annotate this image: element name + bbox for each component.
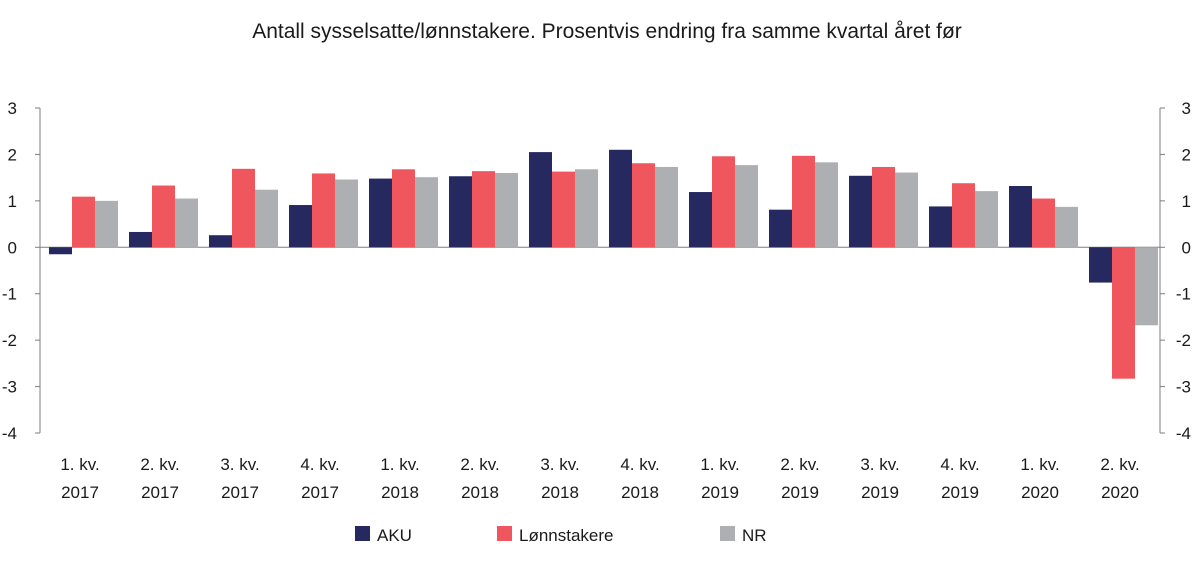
bar-l-nnstakere-9 (712, 156, 735, 248)
x-tick-label-year: 2017 (141, 483, 179, 502)
bar-aku-11 (849, 175, 872, 248)
legend-label-l-nnstakere: Lønnstakere (519, 526, 614, 545)
legend-swatch-l-nnstakere (497, 526, 512, 541)
x-tick-label-year: 2018 (541, 483, 579, 502)
bar-nr-6 (495, 173, 518, 248)
legend-swatch-nr (720, 526, 735, 541)
legend-label-aku: AKU (377, 526, 412, 545)
legend: AKU Lønnstakere NR (355, 526, 767, 545)
x-tick-label-quarter: 3. kv. (540, 455, 579, 474)
y-tick-label-right: 0 (1182, 238, 1191, 257)
bar-l-nnstakere-7 (552, 171, 575, 248)
bar-l-nnstakere-13 (1032, 198, 1055, 248)
x-tick-label-year: 2019 (701, 483, 739, 502)
y-tick-label-right: -3 (1176, 378, 1191, 397)
bar-nr-14 (1135, 247, 1158, 326)
bar-nr-12 (975, 191, 998, 248)
bar-l-nnstakere-10 (792, 155, 815, 248)
bar-nr-10 (815, 162, 838, 248)
legend-label-nr: NR (742, 526, 767, 545)
bar-aku-13 (1009, 186, 1032, 248)
x-tick-label-quarter: 3. kv. (860, 455, 899, 474)
x-tick-label-quarter: 2. kv. (460, 455, 499, 474)
y-tick-label-left: 1 (8, 192, 17, 211)
bar-aku-10 (769, 209, 792, 248)
bar-nr-5 (415, 177, 438, 248)
bar-l-nnstakere-11 (872, 166, 895, 248)
bar-l-nnstakere-8 (632, 163, 655, 248)
x-tick-label-year: 2019 (941, 483, 979, 502)
legend-swatch-aku (355, 526, 370, 541)
x-tick-label-quarter: 4. kv. (620, 455, 659, 474)
x-tick-label-year: 2019 (861, 483, 899, 502)
y-tick-label-right: -1 (1176, 285, 1191, 304)
bar-nr-11 (895, 172, 918, 248)
bar-nr-4 (335, 179, 358, 248)
bar-aku-3 (209, 235, 232, 248)
bar-aku-1 (49, 247, 72, 255)
bar-aku-2 (129, 231, 152, 248)
bar-nr-7 (575, 169, 598, 248)
bar-aku-14 (1089, 247, 1112, 283)
y-tick-label-right: 2 (1182, 145, 1191, 164)
x-tick-label-year: 2018 (381, 483, 419, 502)
bar-nr-8 (655, 166, 678, 248)
x-tick-label-quarter: 2. kv. (140, 455, 179, 474)
bar-nr-3 (255, 189, 278, 248)
y-tick-label-left: -3 (2, 378, 17, 397)
x-tick-label-year: 2018 (621, 483, 659, 502)
x-tick-label-quarter: 4. kv. (300, 455, 339, 474)
chart-title: Antall sysselsatte/lønnstakere. Prosentv… (252, 20, 962, 43)
x-tick-label-year: 2019 (781, 483, 819, 502)
bar-aku-4 (289, 205, 312, 248)
bar-l-nnstakere-1 (72, 196, 95, 248)
x-tick-label-year: 2017 (221, 483, 259, 502)
bar-nr-13 (1055, 206, 1078, 248)
x-tick-label-quarter: 1. kv. (1020, 455, 1059, 474)
bar-l-nnstakere-5 (392, 169, 415, 248)
bar-aku-8 (609, 149, 632, 248)
y-tick-label-left: -4 (2, 424, 17, 443)
plot-area: 3 3 2 2 1 1 0 0 -1 -1 -2 -2 -3 -3 -4 -4 1. kv. 2017 2. kv.… (2, 99, 1191, 502)
bar-l-nnstakere-4 (312, 173, 335, 248)
x-tick-label-quarter: 2. kv. (780, 455, 819, 474)
x-tick-label-year: 2018 (461, 483, 499, 502)
bar-l-nnstakere-14 (1112, 247, 1135, 379)
x-tick-label-quarter: 2. kv. (1100, 455, 1139, 474)
x-tick-label-quarter: 1. kv. (380, 455, 419, 474)
y-tick-label-left: 3 (8, 99, 17, 118)
bar-l-nnstakere-6 (472, 171, 495, 248)
x-tick-label-year: 2017 (301, 483, 339, 502)
bar-aku-6 (449, 176, 472, 248)
y-tick-label-left: 2 (8, 145, 17, 164)
bar-nr-1 (95, 200, 118, 248)
y-tick-label-left: -1 (2, 285, 17, 304)
bar-aku-9 (689, 192, 712, 248)
x-tick-label-quarter: 1. kv. (700, 455, 739, 474)
bar-l-nnstakere-12 (952, 183, 975, 248)
y-tick-label-right: 1 (1182, 192, 1191, 211)
x-tick-label-quarter: 1. kv. (60, 455, 99, 474)
x-tick-label-quarter: 4. kv. (940, 455, 979, 474)
x-tick-label-year: 2020 (1101, 483, 1139, 502)
bar-aku-12 (929, 206, 952, 248)
x-tick-label-year: 2020 (1021, 483, 1059, 502)
bar-l-nnstakere-2 (152, 185, 175, 248)
y-tick-label-right: -2 (1176, 331, 1191, 350)
bar-l-nnstakere-3 (232, 168, 255, 248)
x-tick-label-year: 2017 (61, 483, 99, 502)
y-tick-label-left: -2 (2, 331, 17, 350)
x-tick-label-quarter: 3. kv. (220, 455, 259, 474)
y-tick-label-right: -4 (1176, 424, 1191, 443)
bar-nr-2 (175, 198, 198, 248)
bar-aku-5 (369, 178, 392, 248)
bar-aku-7 (529, 152, 552, 248)
y-tick-label-left: 0 (8, 238, 17, 257)
bar-nr-9 (735, 165, 758, 248)
y-tick-label-right: 3 (1182, 99, 1191, 118)
